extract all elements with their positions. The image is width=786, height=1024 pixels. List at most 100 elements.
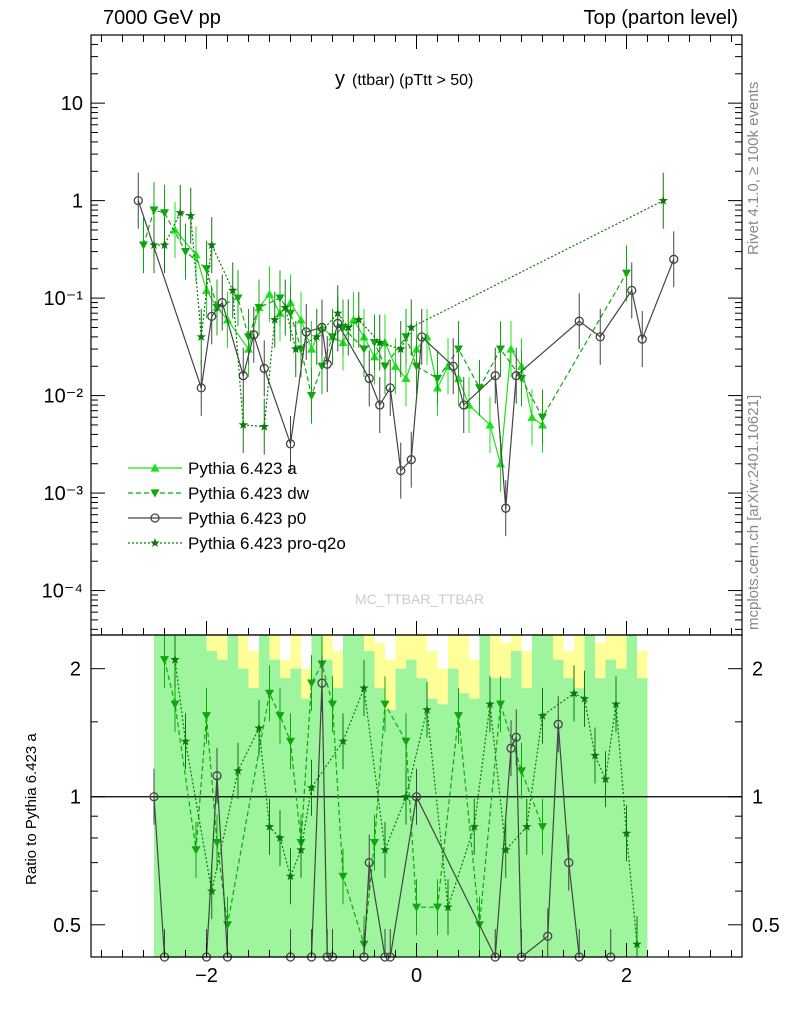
data-point-star: [312, 331, 322, 341]
band-green-bin: [448, 668, 459, 957]
data-point-star: [422, 705, 432, 714]
data-point-triangle-down: [307, 391, 316, 401]
data-point-circle: [196, 383, 206, 393]
band-green-bin: [353, 635, 364, 957]
data-point-circle: [553, 719, 563, 729]
data-point-circle: [574, 316, 584, 326]
data-point-circle: [259, 363, 269, 374]
band-green-bin: [374, 688, 385, 957]
band-green-bin: [164, 635, 175, 957]
data-point-star: [485, 699, 495, 709]
data-point-triangle-down: [538, 413, 547, 422]
data-point-star: [149, 240, 159, 250]
data-point-star: [275, 833, 285, 842]
band-green-bin: [217, 659, 228, 957]
data-point-triangle-down: [454, 712, 463, 721]
band-green-bin: [259, 635, 270, 957]
data-point-circle: [133, 195, 143, 206]
y-tick-label: 10⁻⁴: [42, 581, 83, 603]
data-point-triangle-up: [391, 361, 400, 370]
data-point-star: [285, 871, 296, 881]
data-point-triangle-down: [265, 689, 274, 698]
band-green-bin: [248, 688, 259, 957]
y-tick-label: 10: [61, 93, 83, 115]
data-point-triangle-up: [485, 420, 495, 429]
band-green-bin: [532, 635, 543, 957]
band-green-bin: [238, 668, 249, 957]
data-point-circle: [490, 371, 500, 381]
band-green-bin: [311, 635, 322, 957]
band-green-bin: [511, 651, 522, 957]
ratio-y-tick-label: 2: [70, 659, 81, 681]
data-point-circle: [285, 439, 296, 449]
data-point-star: [238, 420, 248, 429]
data-point-circle: [385, 383, 395, 393]
data-point-star: [175, 207, 185, 217]
data-point-star: [159, 240, 170, 250]
data-point-triangle-down: [139, 241, 148, 250]
data-point-star: [406, 322, 416, 332]
data-point-star: [621, 828, 632, 838]
band-green-bin: [322, 659, 333, 957]
band-green-bin: [626, 635, 637, 957]
data-point-star: [306, 782, 317, 792]
data-point-circle: [459, 400, 469, 410]
data-point-triangle-down: [191, 846, 201, 855]
data-point-star: [333, 308, 343, 318]
data-point-circle: [396, 465, 406, 476]
band-green-bin: [301, 698, 312, 957]
chart-title: y: [335, 68, 345, 90]
rivet-version-label: Rivet 4.1.0, ≥ 100k events: [745, 81, 762, 255]
data-point-star: [611, 699, 621, 709]
data-point-star: [354, 314, 364, 324]
data-point-star: [658, 195, 668, 205]
data-point-circle: [506, 743, 516, 753]
ratio-series-group: [90, 635, 743, 962]
data-point-triangle-down: [380, 362, 390, 371]
data-point-triangle-down: [517, 374, 526, 383]
band-green-bin: [343, 635, 354, 957]
data-point-star: [196, 331, 206, 341]
data-point-triangle-up: [170, 225, 180, 234]
ratio-y-tick-label: 1: [70, 787, 81, 809]
band-green-bin: [574, 688, 585, 957]
data-point-triangle-down: [454, 345, 463, 354]
data-point-triangle-down: [433, 903, 442, 912]
band-green-bin: [269, 659, 280, 957]
data-point-star: [296, 844, 306, 854]
data-point-triangle-up: [401, 373, 411, 383]
data-point-triangle-up: [307, 344, 316, 353]
band-green-bin: [385, 709, 396, 957]
band-green-bin: [437, 704, 448, 957]
data-point-triangle-down: [212, 839, 222, 848]
data-point-star: [590, 750, 600, 760]
band-green-bin: [605, 659, 616, 957]
band-green-bin: [175, 635, 186, 957]
data-point-circle: [212, 771, 222, 781]
data-point-star: [180, 736, 191, 746]
header-process: Top (parton level): [583, 7, 738, 29]
band-green-bin: [616, 668, 627, 957]
band-green-bin: [458, 693, 469, 957]
band-green-bin: [584, 635, 595, 957]
band-green-bin: [185, 635, 196, 957]
data-point-circle: [207, 311, 217, 321]
data-point-triangle-down: [412, 362, 421, 371]
data-point-triangle-down: [517, 767, 526, 776]
data-point-circle: [364, 857, 374, 868]
band-green-bin: [595, 678, 606, 957]
data-point-triangle-down: [496, 345, 505, 354]
y-tick-label: 10⁻³: [44, 483, 84, 505]
data-point-star: [233, 766, 243, 775]
legend: Pythia 6.423 a Pythia 6.423 dw Pythia 6.42…: [128, 459, 346, 553]
data-point-star: [396, 344, 406, 354]
x-tick-label: 2: [621, 965, 632, 987]
data-point-triangle-down: [317, 362, 327, 371]
data-point-circle: [543, 931, 553, 941]
data-point-circle: [417, 332, 427, 342]
data-point-star: [338, 736, 348, 746]
band-green-bin: [290, 668, 301, 957]
data-point-triangle-down: [433, 374, 442, 383]
data-point-star: [186, 210, 196, 220]
ratio-y-tick-label-right: 1: [752, 787, 763, 809]
